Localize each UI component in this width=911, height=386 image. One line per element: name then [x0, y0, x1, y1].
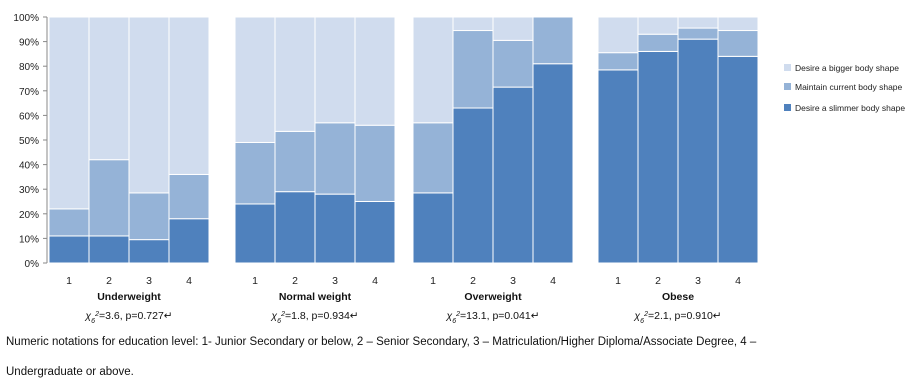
bar-segment	[274, 130, 316, 193]
bar-segment	[168, 218, 210, 264]
bar-segment	[412, 122, 454, 194]
bar-segment	[314, 16, 356, 124]
x-tick-label: 3	[695, 275, 701, 287]
caption-line-2: Undergraduate or above.	[6, 366, 134, 378]
bar-segment	[314, 122, 356, 195]
x-tick-label: 2	[106, 275, 112, 287]
panel-statistic: χ62=13.1, p=0.041↵	[446, 310, 540, 325]
bar-segment	[314, 193, 356, 264]
chart-figure: 0% 10% 20% 30% 40% 50% 60% 70% 80% 90% 100% 1 2 3 4 Und…	[13, 13, 905, 325]
x-tick-label: 3	[332, 275, 338, 287]
bar-segment	[412, 192, 454, 264]
legend-label: Desire a slimmer body shape	[795, 103, 905, 113]
bar-segment	[717, 16, 759, 32]
x-tick-label: 4	[186, 275, 192, 287]
bar-segment	[128, 192, 170, 241]
bar-segment	[128, 239, 170, 264]
bar-segment	[88, 16, 130, 161]
panel-statistic: χ62=2.1, p=0.910↵	[633, 310, 721, 325]
bar-segment	[354, 201, 396, 264]
x-tick-label: 2	[655, 275, 661, 287]
bar-segment	[274, 191, 316, 264]
y-tick-label: 60%	[19, 111, 39, 122]
bar-segment	[354, 124, 396, 202]
y-tick-label: 10%	[19, 234, 39, 245]
bar-segment	[234, 203, 276, 264]
bar-segment	[637, 33, 679, 52]
y-tick-label: 90%	[19, 38, 39, 49]
bar-segment	[452, 30, 494, 109]
bar-segment	[48, 16, 90, 210]
x-tick-label: 2	[292, 275, 298, 287]
y-tick-label: 80%	[19, 62, 39, 73]
panel-title: Underweight	[97, 291, 161, 303]
bar-segment	[412, 16, 454, 124]
y-tick-label: 20%	[19, 210, 39, 221]
x-tick-label: 2	[470, 275, 476, 287]
bar-segment	[234, 16, 276, 143]
bar-segment	[354, 16, 396, 126]
bar-segment	[168, 173, 210, 220]
bar-segment	[452, 107, 494, 264]
bar-segment	[128, 16, 170, 194]
bar-segment	[677, 16, 719, 29]
bar-segment	[532, 63, 574, 264]
bar-segment	[597, 52, 639, 71]
y-tick-label: 50%	[19, 136, 39, 147]
panel-title: Overweight	[464, 291, 522, 303]
bar-segment	[717, 30, 759, 57]
bar-segment	[677, 27, 719, 40]
panel-statistic: χ62=1.8, p=0.934↵	[270, 310, 358, 325]
x-tick-label: 1	[66, 275, 72, 287]
bar-segment	[637, 50, 679, 264]
caption-line-1: Numeric notations for education level: 1…	[6, 336, 757, 348]
x-tick-label: 4	[372, 275, 378, 287]
legend-label: Desire a bigger body shape	[795, 63, 899, 73]
bar-segment	[234, 141, 276, 205]
y-tick-label: 40%	[19, 161, 39, 172]
bar-segment	[492, 39, 534, 88]
bar-segment	[597, 16, 639, 54]
legend-label: Maintain current body shape	[795, 82, 903, 92]
legend-swatch	[784, 104, 791, 111]
bar-segment	[492, 86, 534, 264]
bar-segment	[168, 16, 210, 175]
bar-segment	[48, 208, 90, 237]
panel-title: Obese	[662, 291, 694, 303]
y-tick-label: 0%	[25, 259, 40, 270]
x-tick-label: 4	[550, 275, 556, 287]
bar-segment	[88, 235, 130, 264]
bar-segment	[532, 16, 574, 65]
panel-statistic: χ62=3.6, p=0.727↵	[84, 310, 172, 325]
bar-segment	[452, 16, 494, 32]
bar-segment	[88, 159, 130, 237]
x-tick-label: 4	[735, 275, 741, 287]
y-tick-label: 100%	[13, 13, 39, 24]
panel-title: Normal weight	[279, 291, 352, 303]
legend-swatch	[784, 64, 791, 71]
x-tick-label: 3	[510, 275, 516, 287]
x-tick-label: 3	[146, 275, 152, 287]
x-tick-label: 1	[615, 275, 621, 287]
bar-segment	[717, 55, 759, 264]
y-tick-label: 30%	[19, 185, 39, 196]
bar-segment	[597, 69, 639, 264]
bar-segment	[48, 235, 90, 264]
x-tick-label: 1	[430, 275, 436, 287]
x-tick-label: 1	[252, 275, 258, 287]
y-tick-label: 70%	[19, 87, 39, 98]
bar-segment	[677, 38, 719, 264]
legend-swatch	[784, 83, 791, 90]
bar-segment	[637, 16, 679, 35]
bar-segment	[492, 16, 534, 41]
bar-segment	[274, 16, 316, 132]
